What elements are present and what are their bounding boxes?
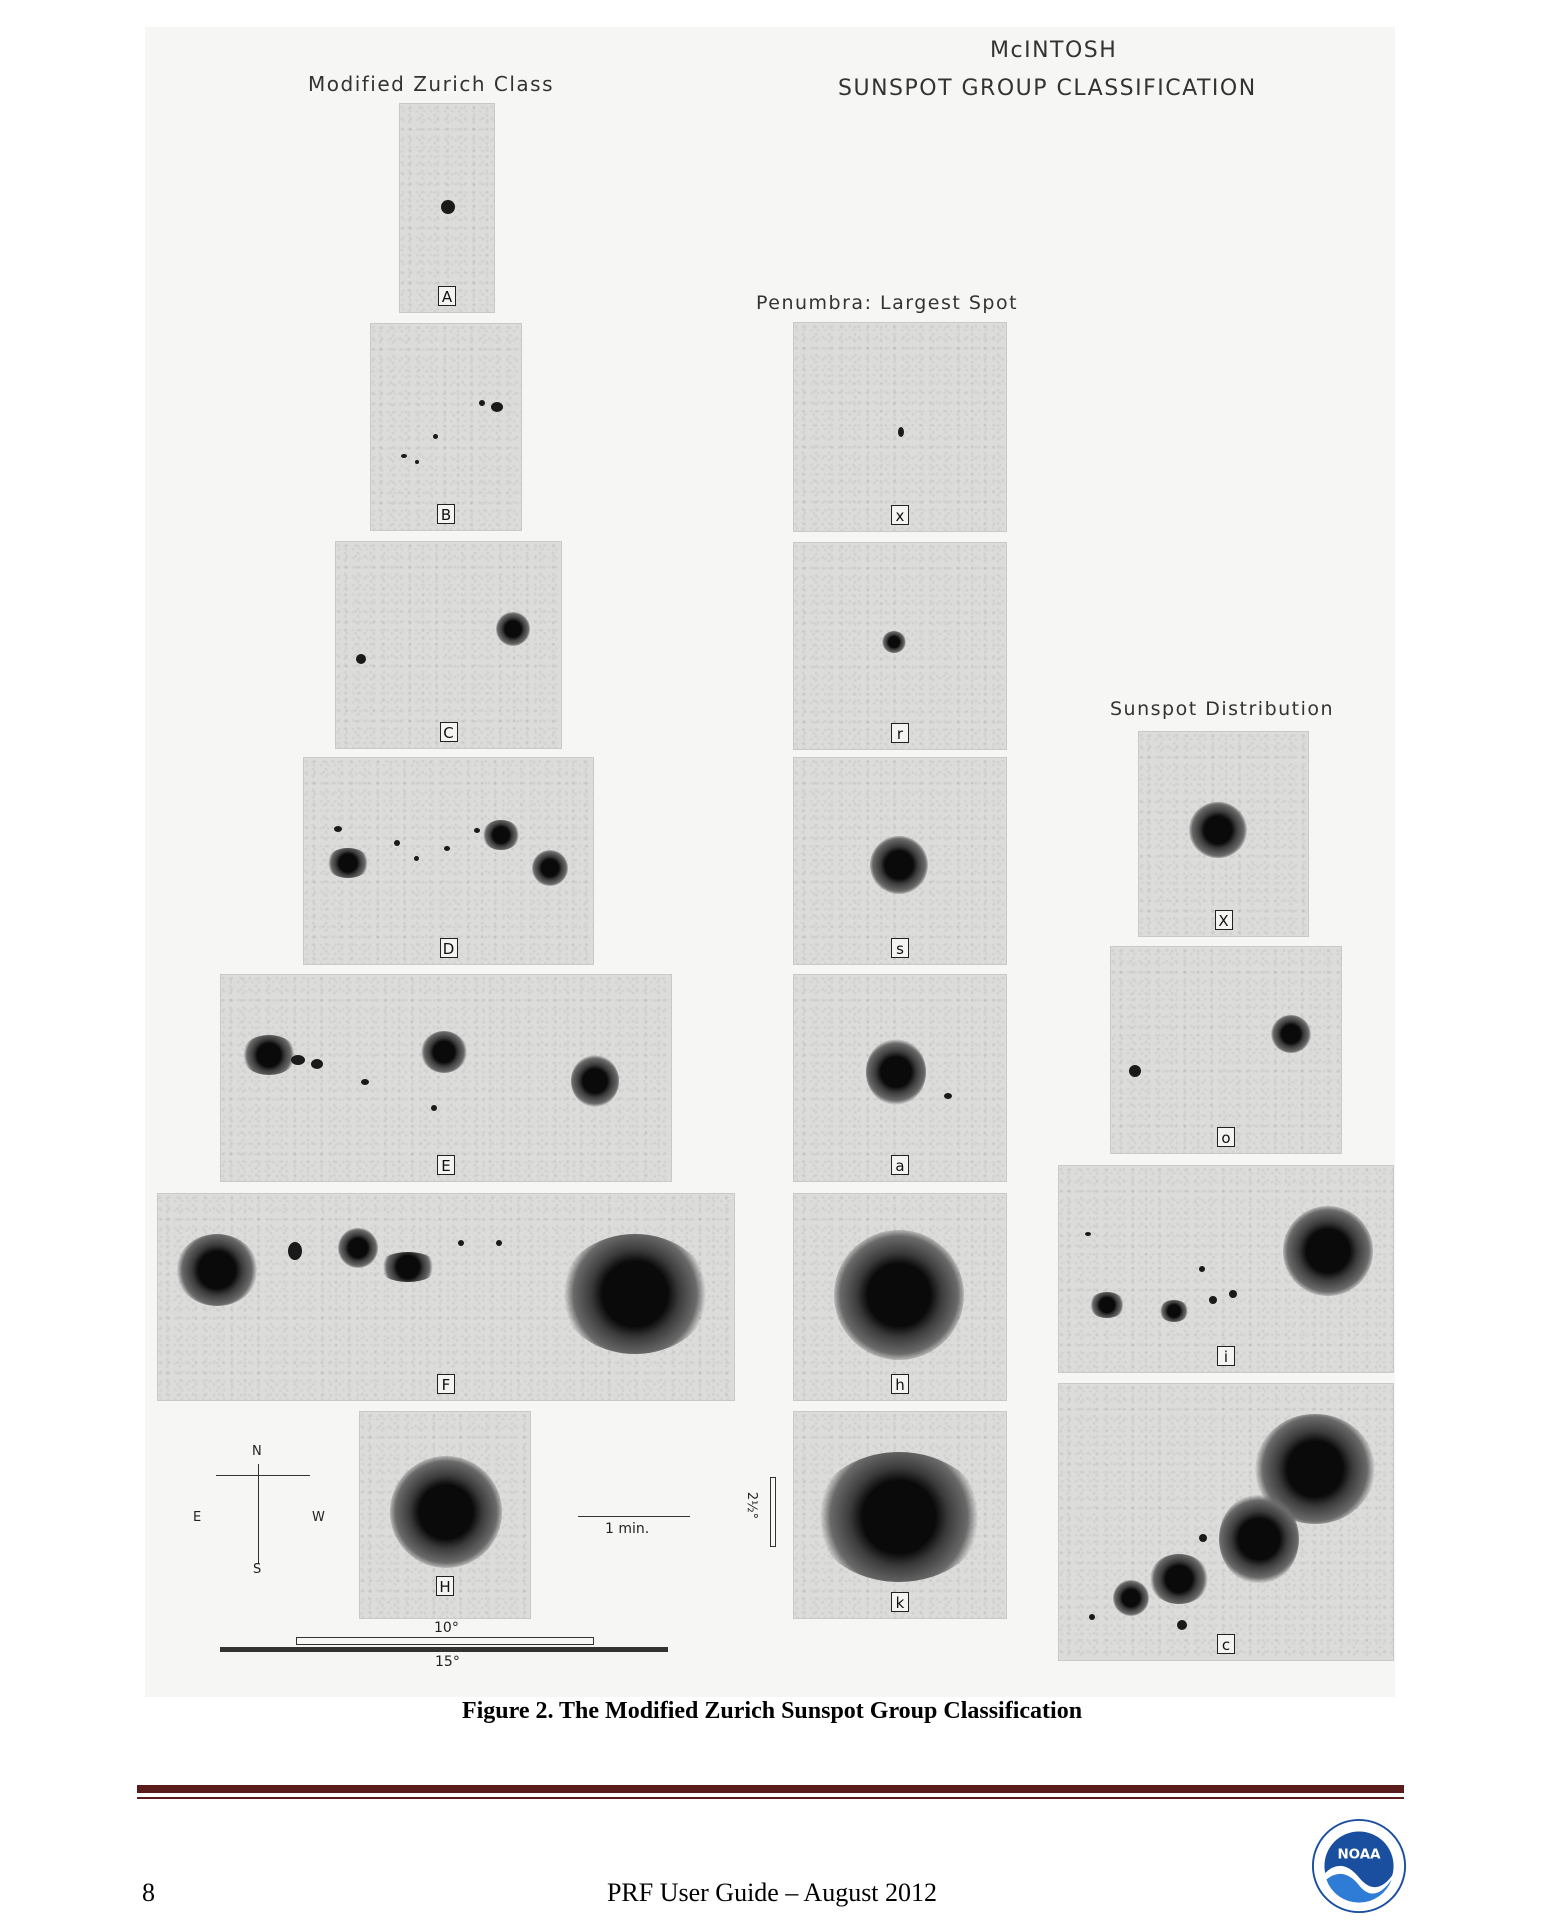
panel-zurich-f: F <box>157 1193 735 1401</box>
panel-penumbra-r: r <box>793 542 1007 750</box>
footer-text: PRF User Guide – August 2012 <box>606 1878 938 1907</box>
footer-rule-thick <box>137 1785 1404 1793</box>
label-zurich-b: B <box>437 504 455 524</box>
panel-zurich-b: B <box>370 323 522 531</box>
heading-sunspot-group-classification: SUNSPOT GROUP CLASSIFICATION <box>838 76 1257 101</box>
footer-rule-thin <box>137 1797 1404 1799</box>
panel-penumbra-h: h <box>793 1193 1007 1401</box>
time-scale-label: 1 min. <box>605 1521 650 1537</box>
panel-penumbra-k: k <box>793 1411 1007 1619</box>
label-zurich-e: E <box>437 1155 455 1175</box>
panel-distribution-i: i <box>1058 1165 1394 1373</box>
compass-west: W <box>312 1510 325 1525</box>
label-penumbra-s: s <box>891 938 909 958</box>
scale-vertical-label: 2½° <box>744 1491 760 1520</box>
panel-distribution-o: o <box>1110 946 1342 1154</box>
label-distribution-i: i <box>1217 1346 1235 1366</box>
label-penumbra-r: r <box>891 723 909 743</box>
page-number: 8 <box>142 1878 155 1907</box>
compass-east: E <box>193 1510 202 1525</box>
panel-penumbra-s: s <box>793 757 1007 965</box>
label-zurich-a: A <box>438 286 456 306</box>
heading-mcintosh: McINTOSH <box>990 38 1118 63</box>
label-penumbra-k: k <box>891 1592 909 1612</box>
panel-zurich-d: D <box>303 757 594 965</box>
heading-zurich-class: Modified Zurich Class <box>308 72 555 96</box>
panel-zurich-c: C <box>335 541 562 749</box>
label-distribution-x: X <box>1214 910 1233 930</box>
label-penumbra-x: x <box>891 505 909 525</box>
panel-zurich-h: H <box>359 1411 531 1619</box>
label-penumbra-h: h <box>891 1374 909 1394</box>
label-distribution-c: c <box>1217 1634 1235 1654</box>
label-distribution-o: o <box>1217 1127 1235 1147</box>
noaa-logo-text: NOAA <box>1337 1847 1381 1862</box>
panel-zurich-e: E <box>220 974 672 1182</box>
label-penumbra-a: a <box>891 1155 909 1175</box>
panel-penumbra-a: a <box>793 974 1007 1182</box>
compass-north: N <box>252 1444 262 1459</box>
panel-zurich-a: A <box>399 103 495 313</box>
label-zurich-c: C <box>439 722 458 742</box>
figure-caption: Figure 2. The Modified Zurich Sunspot Gr… <box>461 1698 1083 1724</box>
scale-10-label: 10° <box>432 1620 461 1636</box>
label-zurich-h: H <box>436 1576 454 1596</box>
panel-distribution-c: c <box>1058 1383 1394 1661</box>
label-zurich-d: D <box>439 938 458 958</box>
noaa-logo-icon: NOAA <box>1311 1818 1407 1914</box>
label-zurich-f: F <box>437 1374 455 1394</box>
scale-15-label: 15° <box>435 1654 460 1670</box>
heading-penumbra: Penumbra: Largest Spot <box>756 292 1019 314</box>
compass-south: S <box>253 1562 262 1577</box>
panel-distribution-x: X <box>1138 731 1309 937</box>
heading-distribution: Sunspot Distribution <box>1110 698 1335 720</box>
panel-penumbra-x: x <box>793 322 1007 532</box>
